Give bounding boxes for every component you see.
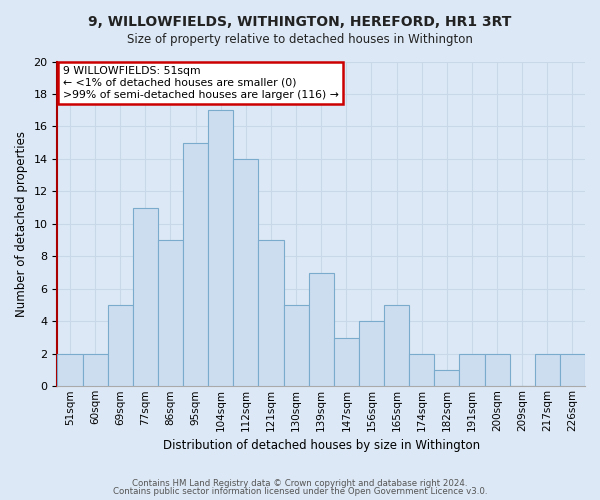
- Bar: [485, 354, 509, 386]
- Y-axis label: Number of detached properties: Number of detached properties: [15, 131, 28, 317]
- Bar: [384, 305, 409, 386]
- Bar: [460, 354, 485, 386]
- Bar: [284, 305, 308, 386]
- Bar: [158, 240, 183, 386]
- Bar: [560, 354, 585, 386]
- Bar: [259, 240, 284, 386]
- Bar: [58, 354, 83, 386]
- Text: 9 WILLOWFIELDS: 51sqm
← <1% of detached houses are smaller (0)
>99% of semi-deta: 9 WILLOWFIELDS: 51sqm ← <1% of detached …: [62, 66, 338, 100]
- Bar: [535, 354, 560, 386]
- Bar: [434, 370, 460, 386]
- Bar: [409, 354, 434, 386]
- Text: 9, WILLOWFIELDS, WITHINGTON, HEREFORD, HR1 3RT: 9, WILLOWFIELDS, WITHINGTON, HEREFORD, H…: [88, 15, 512, 29]
- X-axis label: Distribution of detached houses by size in Withington: Distribution of detached houses by size …: [163, 440, 480, 452]
- Bar: [233, 159, 259, 386]
- Text: Contains HM Land Registry data © Crown copyright and database right 2024.: Contains HM Land Registry data © Crown c…: [132, 478, 468, 488]
- Bar: [133, 208, 158, 386]
- Bar: [308, 272, 334, 386]
- Bar: [83, 354, 107, 386]
- Bar: [183, 142, 208, 386]
- Bar: [359, 322, 384, 386]
- Text: Contains public sector information licensed under the Open Government Licence v3: Contains public sector information licen…: [113, 487, 487, 496]
- Bar: [208, 110, 233, 386]
- Bar: [107, 305, 133, 386]
- Bar: [334, 338, 359, 386]
- Text: Size of property relative to detached houses in Withington: Size of property relative to detached ho…: [127, 32, 473, 46]
